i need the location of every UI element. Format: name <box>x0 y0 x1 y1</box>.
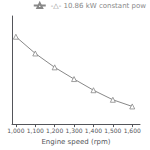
svg-text:1,300: 1,300 <box>65 127 82 134</box>
svg-text:Engine speed (rpm): Engine speed (rpm) <box>41 138 110 146</box>
svg-text:1,100: 1,100 <box>27 127 44 134</box>
svg-text:1,500: 1,500 <box>104 127 121 134</box>
svg-text:1,400: 1,400 <box>85 127 102 134</box>
svg-text:-△- 10.86 kW constant pow: -△- 10.86 kW constant pow <box>51 2 147 10</box>
svg-text:1,200: 1,200 <box>46 127 63 134</box>
svg-text:1,000: 1,000 <box>7 127 24 134</box>
svg-text:1,600: 1,600 <box>124 127 141 134</box>
